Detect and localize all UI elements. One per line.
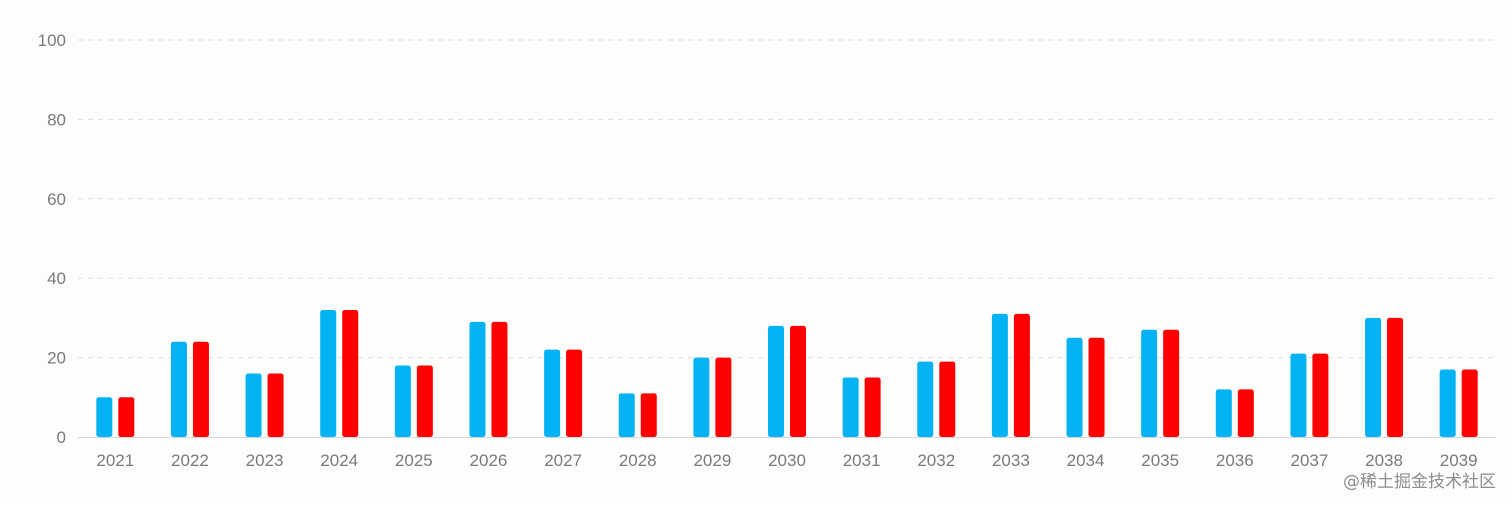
bar-2021-series-2 <box>118 397 135 437</box>
bar-2028-series-1 <box>618 393 635 437</box>
bar-2038-series-1 <box>1365 317 1382 437</box>
x-tick-label: 2028 <box>619 451 657 470</box>
bar-2029-series-2 <box>715 357 732 437</box>
bar-2022-series-1 <box>170 341 187 437</box>
bar-2024-series-1 <box>320 309 337 437</box>
bar-2028-series-2 <box>640 393 657 437</box>
bar-2026-series-2 <box>491 321 508 437</box>
bar-2031-series-1 <box>842 377 859 437</box>
x-tick-label: 2034 <box>1067 451 1105 470</box>
bar-2026-series-1 <box>469 321 486 437</box>
bar-2035-series-2 <box>1163 329 1180 437</box>
y-tick-label: 60 <box>47 190 66 209</box>
bar-2036-series-1 <box>1215 389 1232 437</box>
bar-2036-series-2 <box>1237 389 1254 437</box>
x-tick-label: 2031 <box>843 451 881 470</box>
x-axis-tick-labels: 2021 2022 2023 2024 2025 2026 2027 2028 2029 2030… <box>96 451 1477 470</box>
bar-2035-series-1 <box>1141 329 1158 437</box>
x-tick-label: 2037 <box>1291 451 1329 470</box>
x-tick-label: 2032 <box>917 451 955 470</box>
bar-2027-series-2 <box>566 349 583 437</box>
x-tick-label: 2038 <box>1365 451 1403 470</box>
bar-2030-series-2 <box>790 325 806 437</box>
x-tick-label: 2029 <box>693 451 731 470</box>
x-tick-label: 2023 <box>246 451 284 470</box>
bar-2034-series-1 <box>1066 337 1083 437</box>
x-tick-label: 2039 <box>1440 451 1478 470</box>
x-tick-label: 2026 <box>470 451 508 470</box>
bar-2029-series-1 <box>693 357 710 437</box>
bar-2038-series-2 <box>1387 317 1404 437</box>
bar-2022-series-2 <box>192 341 209 437</box>
y-tick-label: 100 <box>38 31 66 50</box>
bars <box>96 309 1478 437</box>
x-tick-label: 2036 <box>1216 451 1254 470</box>
watermark-text: @稀土掘金技术社区 <box>1343 472 1496 492</box>
bar-2023-series-2 <box>267 373 284 437</box>
bar-2032-series-1 <box>917 361 934 437</box>
bar-2034-series-2 <box>1088 337 1105 437</box>
bar-2030-series-1 <box>768 325 784 437</box>
bar-2032-series-2 <box>939 361 956 437</box>
x-tick-label: 2021 <box>96 451 134 470</box>
x-tick-label: 2027 <box>544 451 582 470</box>
bar-2023-series-1 <box>245 373 262 437</box>
grid-lines <box>78 39 1496 359</box>
bar-2039-series-2 <box>1461 369 1478 437</box>
y-tick-label: 80 <box>47 110 66 129</box>
x-tick-label: 2022 <box>171 451 209 470</box>
x-tick-label: 2035 <box>1141 451 1179 470</box>
y-tick-label: 20 <box>47 349 66 368</box>
bar-2025-series-1 <box>394 365 411 437</box>
bar-2021-series-1 <box>96 397 113 437</box>
bar-2039-series-1 <box>1439 369 1456 437</box>
y-tick-label: 40 <box>47 269 66 288</box>
bar-2037-series-2 <box>1312 353 1329 437</box>
y-axis-tick-labels: 0 20 40 60 80 100 <box>38 31 66 447</box>
bar-2033-series-1 <box>991 313 1008 437</box>
x-tick-label: 2030 <box>768 451 806 470</box>
bar-2031-series-2 <box>864 377 881 437</box>
x-tick-label: 2033 <box>992 451 1030 470</box>
y-tick-label: 0 <box>57 428 66 447</box>
bar-2025-series-2 <box>416 365 433 437</box>
bar-2033-series-2 <box>1013 313 1030 437</box>
x-tick-label: 2024 <box>320 451 358 470</box>
bar-2027-series-1 <box>544 349 561 437</box>
bar-2037-series-1 <box>1290 353 1307 437</box>
x-tick-label: 2025 <box>395 451 433 470</box>
bar-2024-series-2 <box>342 309 359 437</box>
